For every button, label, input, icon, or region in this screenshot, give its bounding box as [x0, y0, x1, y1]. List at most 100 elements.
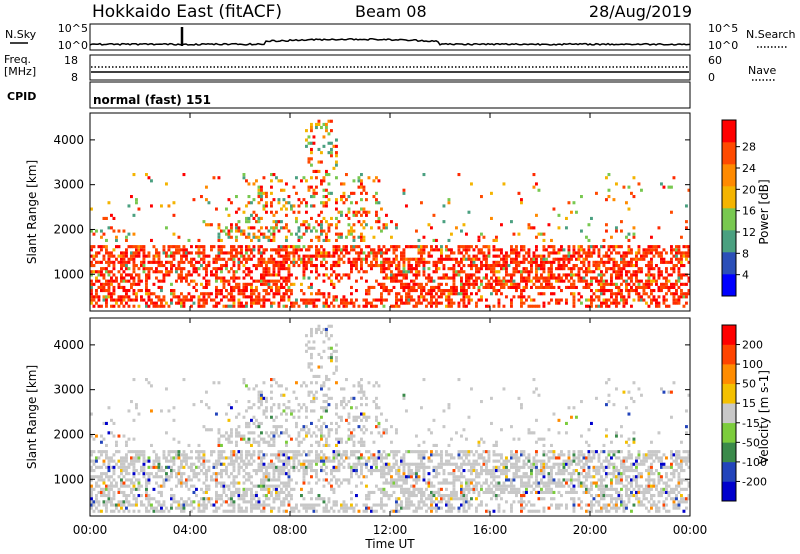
power-cell: [567, 201, 571, 205]
power-cell: [332, 270, 336, 274]
power-cell: [242, 276, 246, 280]
power-cell: [347, 273, 351, 277]
velocity-cell: [135, 406, 138, 410]
power-cell: [685, 251, 688, 255]
velocity-cell: [365, 465, 368, 469]
power-cell: [387, 267, 391, 271]
power-cell: [502, 260, 506, 264]
velocity-cell: [255, 506, 258, 510]
velocity-cell: [255, 418, 258, 422]
velocity-cell: [340, 437, 343, 441]
power-cell: [382, 282, 386, 286]
power-cell: [110, 270, 113, 274]
power-cell: [412, 298, 416, 302]
power-cell: [635, 264, 638, 268]
power-cell: [172, 251, 176, 255]
power-cell: [360, 191, 363, 195]
power-cell: [455, 270, 458, 274]
velocity-cell: [120, 481, 123, 485]
power-cell: [125, 235, 128, 239]
velocity-cell: [407, 497, 411, 501]
velocity-cell: [202, 472, 206, 476]
power-cell: [272, 260, 276, 264]
power-cell: [475, 270, 478, 274]
power-cell: [297, 204, 301, 208]
power-cell: [315, 251, 318, 255]
power-cell: [257, 295, 261, 299]
velocity-cell: [277, 506, 281, 510]
velocity-cell: [100, 509, 103, 513]
power-cell: [125, 273, 128, 277]
power-cell: [432, 260, 436, 264]
power-cell: [345, 235, 348, 239]
velocity-cell: [282, 481, 286, 485]
power-cell: [405, 292, 408, 296]
power-cell: [635, 251, 638, 255]
velocity-cell: [155, 465, 158, 469]
velocity-cell: [167, 475, 171, 479]
power-cell: [662, 248, 666, 252]
power-cell: [410, 295, 413, 299]
power-cell: [240, 292, 243, 296]
power-cell: [640, 254, 643, 258]
power-cell: [102, 216, 106, 220]
power-cell: [532, 282, 536, 286]
power-cell: [447, 254, 451, 258]
velocity-cell: [170, 497, 173, 501]
power-cell: [142, 270, 146, 274]
power-cell: [400, 301, 403, 305]
velocity-cell: [417, 475, 421, 479]
power-cell: [482, 257, 486, 261]
power-cell: [145, 267, 148, 271]
power-cell: [640, 295, 643, 299]
power-cell: [395, 264, 398, 268]
power-cell: [315, 270, 318, 274]
velocity-cell: [135, 500, 138, 504]
power-cell: [432, 270, 436, 274]
velocity-cell: [325, 334, 328, 338]
power-cell: [205, 254, 208, 258]
power-cell: [550, 270, 553, 274]
power-cell: [247, 226, 251, 230]
power-cell: [670, 267, 673, 271]
power-cell: [192, 295, 196, 299]
velocity-cell: [292, 456, 296, 460]
power-cell: [615, 298, 618, 302]
power-cell: [212, 245, 216, 249]
power-cell: [285, 257, 288, 261]
velocity-cell: [292, 459, 296, 463]
velocity-cell: [202, 497, 206, 501]
power-cell: [287, 245, 291, 249]
power-cell: [362, 235, 366, 239]
velocity-cell: [132, 481, 136, 485]
velocity-cell: [322, 469, 326, 473]
power-cell: [527, 260, 531, 264]
power-cell: [372, 235, 376, 239]
velocity-cell: [365, 494, 368, 498]
velocity-cell: [247, 387, 251, 391]
power-cell: [415, 301, 418, 305]
velocity-cell: [422, 440, 426, 444]
velocity-cell: [297, 453, 301, 457]
power-cell: [590, 304, 593, 308]
power-cell: [365, 260, 368, 264]
velocity-cell: [297, 409, 301, 413]
power-cell: [350, 301, 353, 305]
power-cell: [115, 298, 118, 302]
velocity-cell: [290, 450, 293, 454]
velocity-cell: [280, 472, 283, 476]
velocity-cell: [267, 478, 271, 482]
velocity-cell: [162, 484, 166, 488]
velocity-cell: [217, 456, 221, 460]
power-cell: [382, 245, 386, 249]
power-cell: [512, 232, 516, 236]
power-cell: [240, 232, 243, 236]
velocity-cell: [330, 324, 333, 328]
power-cell: [455, 289, 458, 293]
velocity-cell: [315, 396, 318, 400]
velocity-cell: [90, 453, 93, 457]
power-cell: [225, 251, 228, 255]
velocity-cell: [285, 406, 288, 410]
velocity-cell: [427, 506, 431, 510]
power-cell: [642, 289, 646, 293]
